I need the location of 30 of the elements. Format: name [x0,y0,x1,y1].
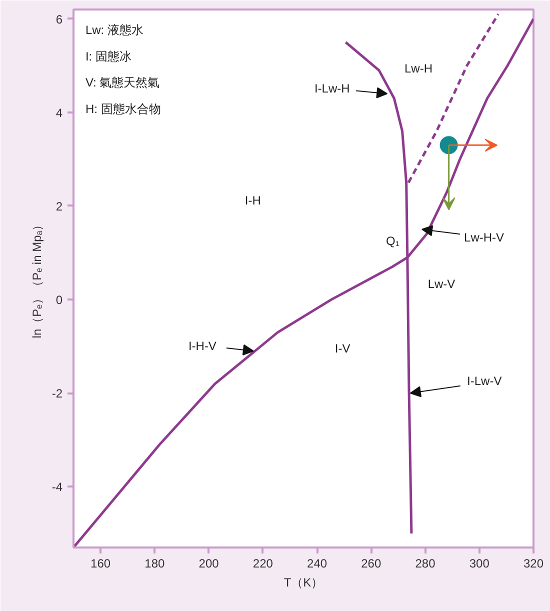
annotation: Lw-V [428,276,456,291]
annotation: I-V [334,341,350,356]
annotation: I-H [244,193,261,208]
y-tick-label: -4 [52,480,63,494]
x-tick-label: 160 [90,556,111,570]
x-tick-label: 240 [307,556,328,570]
x-tick-label: 280 [415,556,436,570]
annotation: I: 固態冰 [85,49,132,64]
annotation: Lw-H [404,62,433,76]
annotation: Q₁ [386,234,400,248]
annotation: I-Lw-V [467,374,502,388]
annotation: I-H-V [188,339,216,354]
y-tick-label: 4 [56,106,63,120]
y-axis-title: ln（Pₑ）（Pₑ in Mpₐ） [30,218,44,338]
x-tick-label: 300 [469,556,490,570]
x-tick-label: 320 [523,556,544,570]
y-tick-label: 6 [56,12,63,26]
y-tick-label: 0 [56,293,63,308]
annotation: Lw: 液態水 [85,22,144,37]
annotation: Lw-H-V [464,230,504,244]
x-tick-label: 260 [361,556,382,570]
x-axis-title: T（K） [284,576,324,590]
x-tick-label: 220 [252,556,274,570]
y-tick-label: 2 [56,199,63,214]
annotation: V: 氣態天然氣 [85,76,160,90]
y-tick-label: -2 [52,386,63,401]
annotation: I-Lw-H [314,82,350,96]
annotation: H: 固態水合物 [85,102,161,116]
x-tick-label: 200 [198,556,220,570]
x-tick-label: 180 [144,556,166,570]
